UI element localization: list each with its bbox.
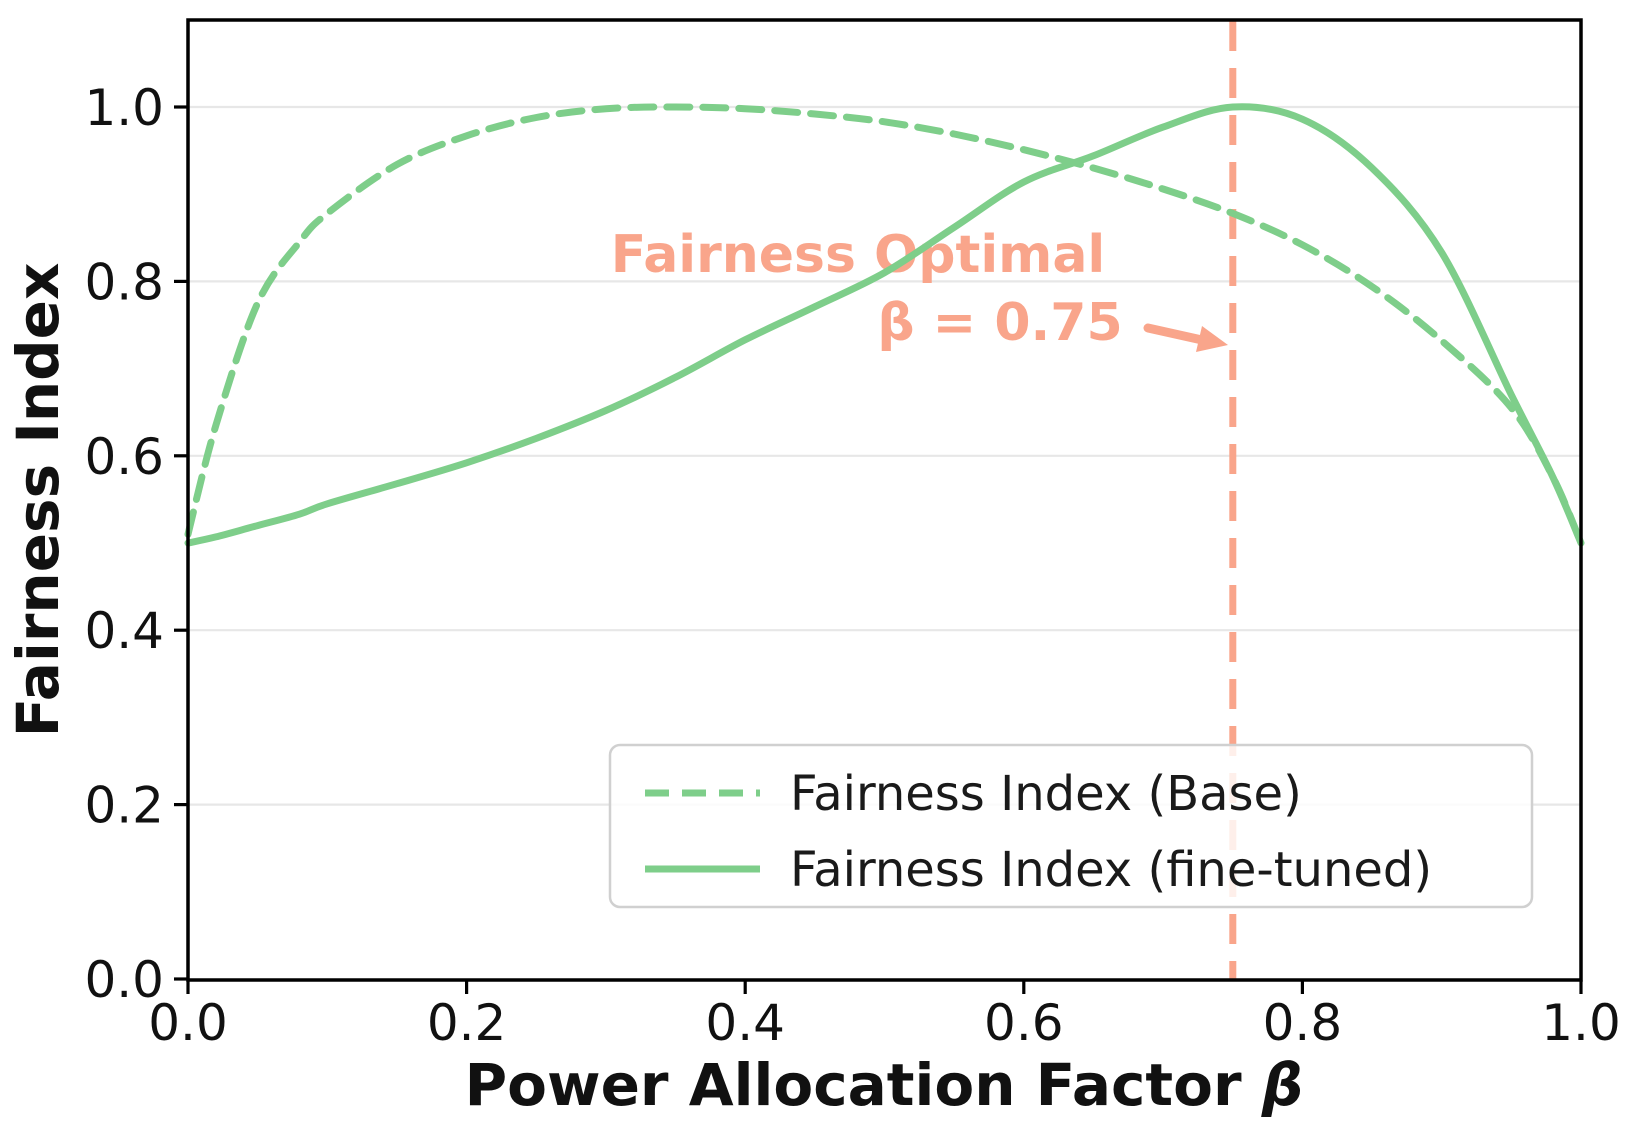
y-tick-label: 1.0 xyxy=(84,79,164,137)
y-tick-label: 0.8 xyxy=(84,253,164,311)
y-tick-label: 0.2 xyxy=(84,777,164,835)
x-tick-label: 0.0 xyxy=(148,994,228,1052)
x-tick-label: 1.0 xyxy=(1541,994,1621,1052)
annotation-line2: β = 0.75 xyxy=(877,293,1122,353)
y-tick-label: 0.4 xyxy=(84,602,164,660)
annotation-arrow xyxy=(1143,323,1228,352)
axis-tick-labels: 0.0 0.2 0.4 0.6 0.8 1.0 0.0 0.2 0.4 0.6 0.8 1.0 xyxy=(84,79,1620,1052)
base-curve xyxy=(184,103,1585,547)
axis-ticks xyxy=(174,105,1583,994)
y-tick-label: 0.0 xyxy=(84,951,164,1009)
y-tick-label: 0.6 xyxy=(84,428,164,486)
legend-box xyxy=(608,743,1534,909)
legend-group: Fairness Index (Base) Fairness Index (fi… xyxy=(608,743,1534,909)
y-axis-label: Fairness Index xyxy=(4,263,72,738)
legend-label-fine-tuned: Fairness Index (fine-tuned) xyxy=(790,842,1432,898)
plot-border xyxy=(186,18,1583,982)
gridlines xyxy=(188,105,1581,806)
x-axis-label: Power Allocation Factor β xyxy=(465,1051,1304,1119)
x-tick-label: 0.2 xyxy=(427,994,507,1052)
x-tick-label: 0.6 xyxy=(984,994,1064,1052)
annotation-line1: Fairness Optimal xyxy=(611,225,1106,285)
annotation-group: Fairness Optimal β = 0.75 xyxy=(611,225,1228,353)
x-axis-label-text: Power Allocation Factor xyxy=(465,1051,1262,1119)
fine-tuned-curve xyxy=(184,103,1585,547)
legend-label-base: Fairness Index (Base) xyxy=(790,766,1302,822)
x-tick-label: 0.8 xyxy=(1263,994,1343,1052)
x-tick-label: 0.4 xyxy=(705,994,785,1052)
x-axis-label-beta: β xyxy=(1261,1051,1304,1119)
curves-group xyxy=(184,103,1585,547)
